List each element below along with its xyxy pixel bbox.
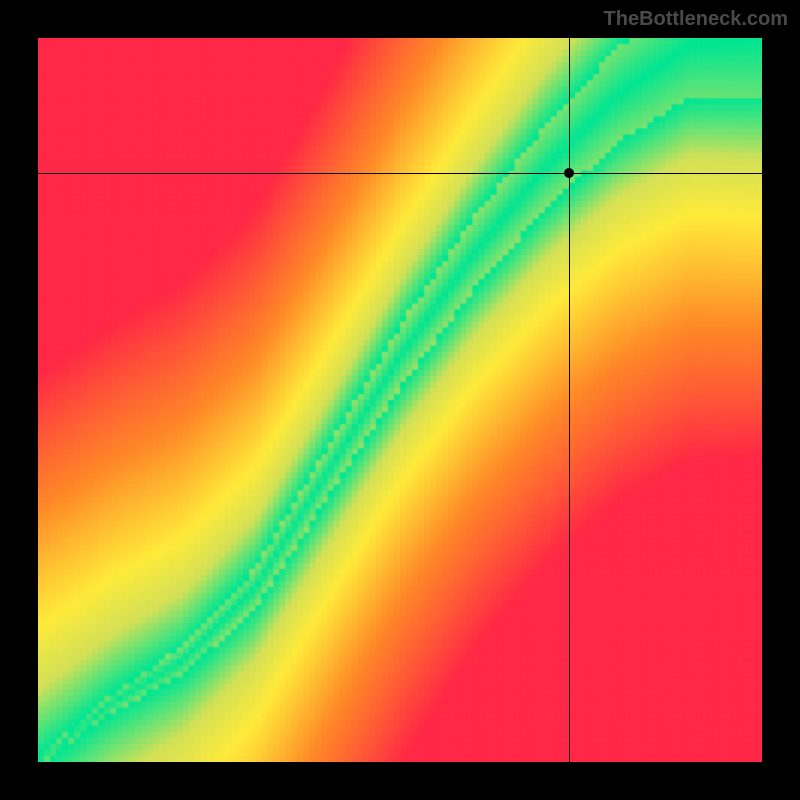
crosshair-vertical (569, 38, 570, 762)
marker-dot (564, 168, 574, 178)
heatmap-chart (38, 38, 762, 762)
crosshair-horizontal (38, 173, 762, 174)
heatmap-canvas (38, 38, 762, 762)
watermark-text: TheBottleneck.com (604, 8, 788, 31)
